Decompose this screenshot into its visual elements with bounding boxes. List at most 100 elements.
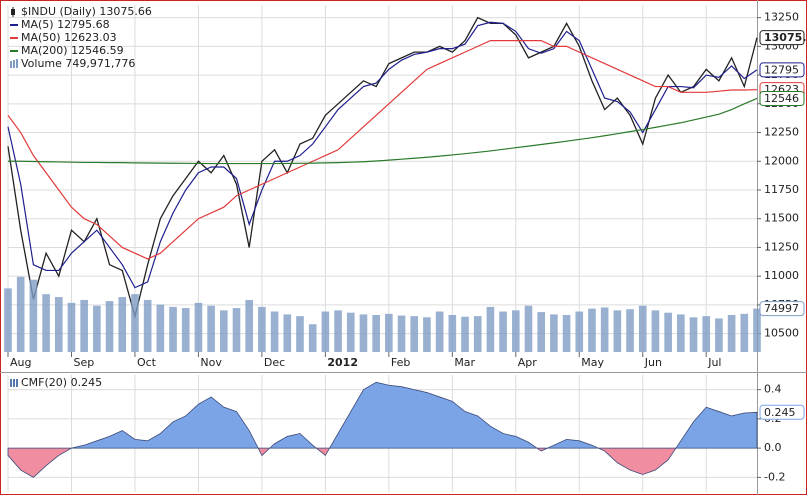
title-icon xyxy=(13,379,15,387)
value-tag xyxy=(759,301,805,317)
title-icon xyxy=(10,379,12,387)
volume-bar xyxy=(181,308,190,352)
volume-bar xyxy=(346,312,355,352)
volume-bar xyxy=(207,305,215,352)
y-tick-label: 13250 xyxy=(764,11,799,24)
chart-title: CMF(20) 0.245 xyxy=(21,376,102,389)
y-tick-label: 0.4 xyxy=(764,383,782,396)
x-tick-label: Mar xyxy=(454,356,475,369)
volume-bar xyxy=(29,279,38,352)
volume-bar xyxy=(283,314,292,352)
y-tick-label: 11750 xyxy=(764,183,799,196)
volume-bar xyxy=(220,310,228,352)
value-tag xyxy=(759,30,805,46)
volume-bar xyxy=(473,316,482,352)
volume-bar xyxy=(435,311,444,352)
x-tick-label: Sep xyxy=(73,356,94,369)
volume-bar xyxy=(131,294,139,352)
y-tick-label: -0.2 xyxy=(764,470,785,483)
volume-bar xyxy=(67,302,76,352)
volume-bar xyxy=(321,311,330,352)
volume-bar xyxy=(499,311,507,352)
legend-icon xyxy=(13,60,15,68)
volume-bar xyxy=(486,306,495,352)
value-tag xyxy=(759,90,805,106)
volume-bar xyxy=(753,308,761,352)
title-icon xyxy=(16,379,18,387)
title-icon xyxy=(11,9,15,15)
y-tick-label: 0.0 xyxy=(764,441,782,454)
volume-bar xyxy=(550,314,558,352)
y-tick-label: 10500 xyxy=(764,327,799,340)
volume-bar xyxy=(334,310,342,352)
chart-title: $INDU (Daily) 13075.66 xyxy=(21,5,152,18)
volume-bar xyxy=(423,317,431,352)
x-tick-label: Jul xyxy=(707,356,721,369)
cmf-area xyxy=(7,381,758,478)
volume-bar xyxy=(588,308,596,352)
legend-label: MA(5) 12795.68 xyxy=(21,18,110,31)
volume-bar xyxy=(677,314,685,352)
volume-bar xyxy=(169,306,177,352)
value-tag-label: 12795 xyxy=(764,63,799,76)
x-tick-label: Jun xyxy=(644,356,662,369)
x-tick-label: May xyxy=(581,356,604,369)
volume-bar xyxy=(258,306,266,352)
volume-bar xyxy=(308,324,317,352)
value-tag xyxy=(759,404,805,420)
volume-bar xyxy=(537,312,545,352)
volume-bar xyxy=(397,315,406,352)
volume-bar xyxy=(664,312,672,352)
y-tick-label: 12250 xyxy=(764,126,799,139)
volume-bar xyxy=(740,313,749,352)
x-tick-label: Feb xyxy=(391,356,410,369)
x-tick-label: Nov xyxy=(200,356,222,369)
volume-bar xyxy=(524,305,533,352)
x-tick-label: Apr xyxy=(518,356,538,369)
legend-label: Volume 749,971,776 xyxy=(21,57,135,70)
volume-bar xyxy=(461,316,469,352)
volume-bar xyxy=(54,297,63,352)
volume-bar xyxy=(638,305,647,352)
volume-bar xyxy=(16,276,25,352)
volume-bar xyxy=(93,305,101,352)
volume-bar xyxy=(727,314,736,352)
value-tag-label: 13075. xyxy=(764,31,806,44)
value-tag xyxy=(759,62,805,78)
value-tag-label: 12546 xyxy=(764,92,799,105)
y-tick-label: 11000 xyxy=(764,269,799,282)
legend-label: MA(200) 12546.59 xyxy=(21,44,124,57)
volume-bar xyxy=(296,316,304,352)
volume-bar xyxy=(270,311,279,352)
ma-line xyxy=(7,21,758,289)
volume-bar xyxy=(600,307,609,352)
volume-bar xyxy=(156,304,165,352)
volume-bar xyxy=(105,301,114,352)
volume-bar xyxy=(562,314,571,352)
value-tag-label: 0.245 xyxy=(764,406,796,419)
volume-bar xyxy=(194,302,203,352)
volume-bar xyxy=(4,288,12,352)
y-tick-label: 11500 xyxy=(764,212,799,225)
volume-bar xyxy=(245,299,254,352)
x-tick-label: Dec xyxy=(264,356,285,369)
legend-icon xyxy=(10,61,12,68)
volume-bar xyxy=(42,294,50,352)
volume-bar xyxy=(626,309,634,352)
volume-bar xyxy=(118,297,127,352)
value-tag-label: 74997 xyxy=(764,302,799,315)
y-tick-label: 11250 xyxy=(764,240,799,253)
volume-bar xyxy=(575,311,584,352)
volume-bar xyxy=(80,299,88,352)
ma-line xyxy=(8,97,758,165)
volume-bar xyxy=(232,308,241,352)
volume-bar xyxy=(372,314,380,352)
legend-label: MA(50) 12623.03 xyxy=(21,31,117,44)
volume-bar xyxy=(702,316,711,352)
volume-bar xyxy=(689,317,698,352)
volume-bar xyxy=(511,310,520,352)
volume-bar xyxy=(385,313,393,352)
volume-bar xyxy=(613,310,622,352)
ma-line xyxy=(7,40,758,260)
